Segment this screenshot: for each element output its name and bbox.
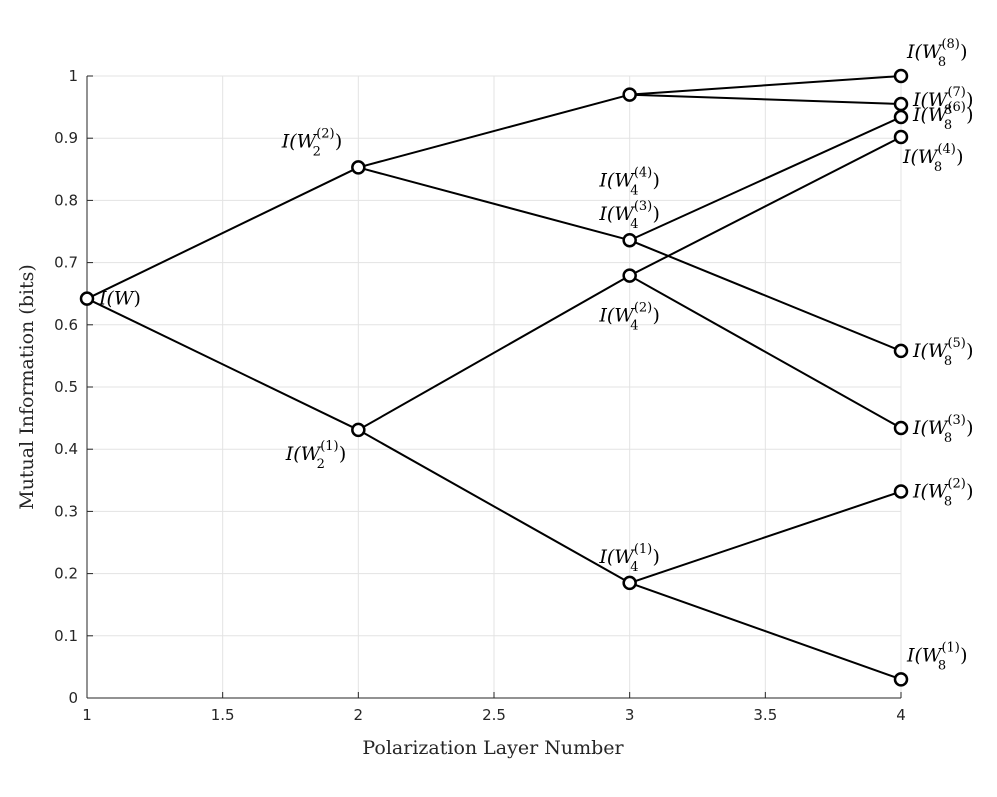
edge-W4_4-W8_7 (629, 93, 902, 105)
y-tick-label: 0.6 (54, 316, 78, 334)
node-marker-W8_7 (893, 96, 909, 112)
node-marker-W8_4 (893, 129, 909, 145)
y-axis-title: Mutual Information (bits) (16, 264, 38, 510)
y-tick-label: 0 (68, 689, 78, 707)
node-label-W8_2: I(W(2) 8) (912, 476, 974, 509)
node-marker-W4_2 (622, 268, 637, 283)
y-tick-label: 0.9 (54, 129, 78, 147)
node-label-W2_1: I(W(1) 2) (285, 439, 347, 472)
tree-nodes (79, 68, 909, 687)
edge-W4_2-W8_3 (629, 274, 902, 429)
node-labels: I(W) I(W(1) 2) I(W(2) 2) I(W(1) 4) I(W(2) 4) I(W(… (98, 37, 974, 673)
node-marker-W8_8 (893, 68, 909, 84)
edge-W-W2_1 (86, 297, 359, 431)
y-tick-label: 0.2 (54, 565, 78, 583)
node-marker-W8_2 (893, 484, 909, 499)
x-tick-label: 2.5 (482, 706, 506, 724)
node-marker-W8_6 (893, 109, 909, 125)
node-marker-W8_3 (893, 420, 909, 436)
x-tick-label: 1.5 (211, 706, 235, 724)
y-tick-label: 0.1 (54, 627, 78, 645)
y-tick-label: 0.7 (54, 254, 78, 272)
node-label-W: I(W) (98, 288, 141, 310)
node-label-W4_1: I(W(1) 4) (598, 542, 660, 575)
node-marker-W8_1 (893, 672, 909, 687)
y-tick-label: 1 (68, 67, 78, 85)
x-axis-title: Polarization Layer Number (362, 737, 624, 759)
x-tick-label: 4 (896, 706, 906, 724)
node-label-W4_3: I(W(3) 4) (598, 199, 660, 232)
node-marker-W2_2 (351, 160, 366, 175)
node-marker-W4_4 (622, 87, 637, 102)
node-label-W8_1: I(W(1) 8) (906, 640, 968, 673)
y-tick-label: 0.5 (54, 378, 78, 396)
edge-W-W2_2 (86, 166, 359, 300)
x-tick-label: 3.5 (753, 706, 777, 724)
y-tick-label: 0.4 (54, 440, 78, 458)
node-marker-W8_5 (893, 343, 909, 359)
edge-W4_3-W8_6 (629, 116, 902, 242)
edge-W2_2-W4_3 (358, 166, 630, 242)
node-label-W4_2: I(W(2) 4) (598, 301, 660, 334)
node-label-W8_3: I(W(3) 8) (912, 413, 974, 446)
node-marker-W (79, 291, 95, 306)
edge-W4_1-W8_1 (629, 581, 902, 681)
edge-W4_3-W8_5 (629, 239, 902, 352)
node-label-W8_5: I(W(5) 8) (912, 336, 974, 369)
node-label-W8_7: I(W(7) 8) (912, 85, 974, 118)
node-label-W2_2: I(W(2) 2) (281, 126, 343, 159)
edge-W2_2-W4_4 (358, 93, 630, 169)
axes: 1 1.5 2 2.5 3 3.5 4 0 0.1 0.2 0.3 0.4 0.5 0.6 0.7 0.8 0.… (54, 67, 906, 724)
node-marker-W4_3 (622, 232, 637, 248)
grid-lines (86, 75, 902, 699)
x-tick-label: 2 (354, 706, 364, 724)
edge-W2_1-W4_2 (357, 274, 631, 431)
edge-W2_1-W4_1 (357, 429, 631, 584)
node-label-W8_8: I(W(8) 8) (906, 37, 968, 70)
x-tick-label: 3 (625, 706, 635, 724)
edge-W4_2-W8_4 (629, 136, 902, 277)
y-tick-label: 0.8 (54, 191, 78, 209)
node-label-W8_6: I(W(6) 8) (912, 100, 974, 133)
y-tick-label: 0.3 (54, 502, 78, 520)
edge-W4_4-W8_8 (629, 75, 902, 96)
tree-edges (86, 75, 902, 681)
node-label-W4_4: I(W(4) 4) (598, 166, 660, 199)
node-marker-W4_1 (622, 575, 637, 591)
x-tick-label: 1 (82, 706, 92, 724)
edge-W4_1-W8_2 (629, 490, 902, 584)
node-label-W8_4: I(W(4) 8) (902, 142, 964, 175)
node-marker-W2_1 (351, 422, 366, 438)
